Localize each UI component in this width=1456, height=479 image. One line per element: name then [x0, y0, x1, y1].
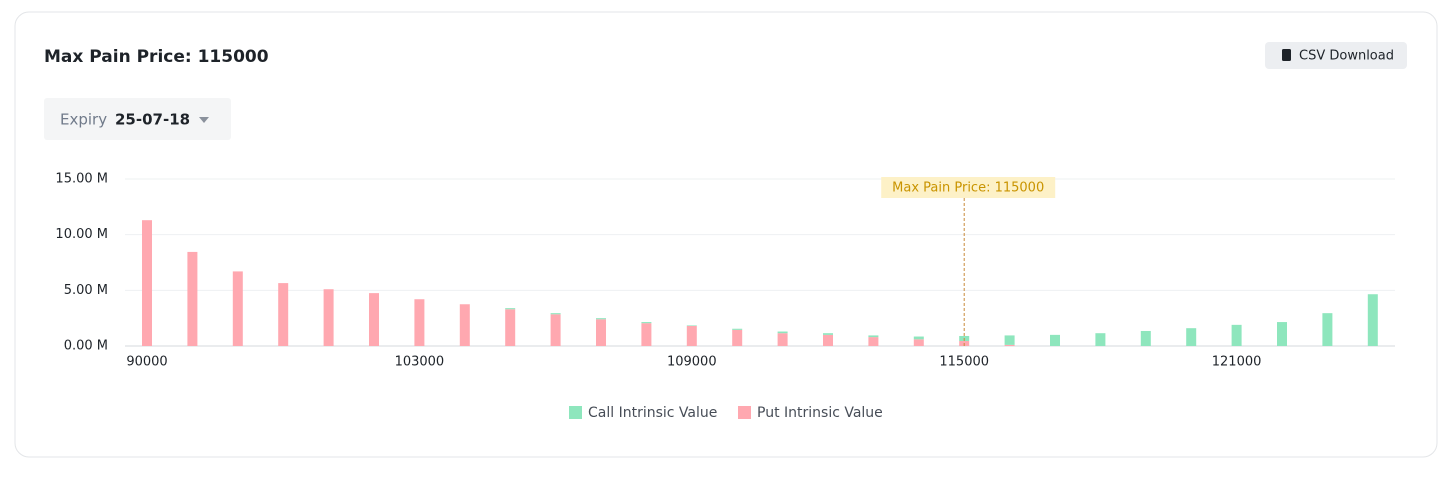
bar-segment: [823, 333, 833, 335]
bar-segment: [777, 331, 788, 334]
legend-swatch: [569, 406, 582, 419]
x-tick-label: 109000: [667, 355, 717, 370]
y-tick-label: 0.00 M: [64, 339, 108, 354]
bar-segment: [641, 323, 652, 346]
bar-segment: [1322, 313, 1333, 346]
annotation-box: [881, 177, 1056, 198]
legend-swatch: [738, 406, 751, 419]
dropdown-value[interactable]: 25-07-18: [115, 111, 190, 129]
bar-segment: [596, 318, 606, 320]
bar-segment: [686, 325, 697, 346]
bar-segment: [1277, 322, 1287, 346]
y-tick-label: 10.00 M: [55, 227, 108, 242]
bar-segment: [550, 313, 561, 315]
bar-segment: [913, 336, 924, 340]
x-tick-label: 103000: [395, 355, 445, 370]
x-tick-label: 115000: [939, 355, 989, 370]
title: Max Pain Price: 115000: [44, 47, 269, 67]
bar-segment: [777, 333, 788, 346]
bar-segment: [823, 334, 833, 346]
bar-segment: [232, 271, 243, 346]
bar-segment: [732, 328, 743, 330]
bar-segment: [868, 335, 879, 338]
legend-label: Put Intrinsic Value: [757, 405, 883, 421]
bar-segment: [1050, 334, 1060, 346]
y-tick-label: 5.00 M: [64, 283, 108, 298]
bar-segment: [1004, 335, 1015, 345]
bar-segment: [1140, 330, 1151, 346]
bar-segment: [868, 337, 879, 346]
bar-segment: [550, 314, 561, 346]
x-tick-label: 121000: [1212, 355, 1262, 370]
bar-segment: [1367, 294, 1378, 346]
bar-segment: [187, 251, 198, 346]
bar-segment: [913, 339, 924, 346]
bar-segment: [732, 329, 743, 346]
bar-segment: [323, 289, 334, 346]
button-bg[interactable]: [1265, 42, 1407, 69]
button-label[interactable]: CSV Download: [1299, 49, 1394, 64]
dropdown-bg[interactable]: [44, 98, 231, 140]
bar-segment: [459, 304, 470, 346]
download-icon[interactable]: [1282, 49, 1291, 61]
x-tick-label: 90000: [126, 355, 167, 370]
csv-button[interactable]: CSV Download: [1265, 42, 1407, 69]
y-tick-label: 15.00 M: [55, 172, 108, 187]
expiry-dropdown[interactable]: Expiry 25-07-18: [44, 98, 231, 140]
plot: 0.00 M 5.00 M 10.00 M 15.00 M 90000 103000 109…: [55, 172, 1395, 421]
bar-segment: [596, 319, 606, 346]
bar-segment: [505, 308, 516, 310]
bar-segment: [142, 220, 152, 346]
bar-segment: [1095, 333, 1106, 346]
bar-segment: [1004, 344, 1015, 346]
bar-segment: [414, 299, 425, 346]
bar-segment: [1231, 324, 1242, 346]
caret[interactable]: [199, 117, 209, 123]
dropdown-label[interactable]: Expiry: [60, 111, 107, 129]
annotation-text: Max Pain Price: 115000: [892, 181, 1044, 196]
bar-segment: [369, 293, 379, 346]
legend-label: Call Intrinsic Value: [588, 405, 717, 421]
bar-segment: [505, 309, 516, 346]
bar-segment: [641, 322, 652, 324]
bar-segment: [278, 283, 289, 346]
bar-segment: [686, 325, 697, 326]
bar-segment: [1186, 328, 1197, 346]
